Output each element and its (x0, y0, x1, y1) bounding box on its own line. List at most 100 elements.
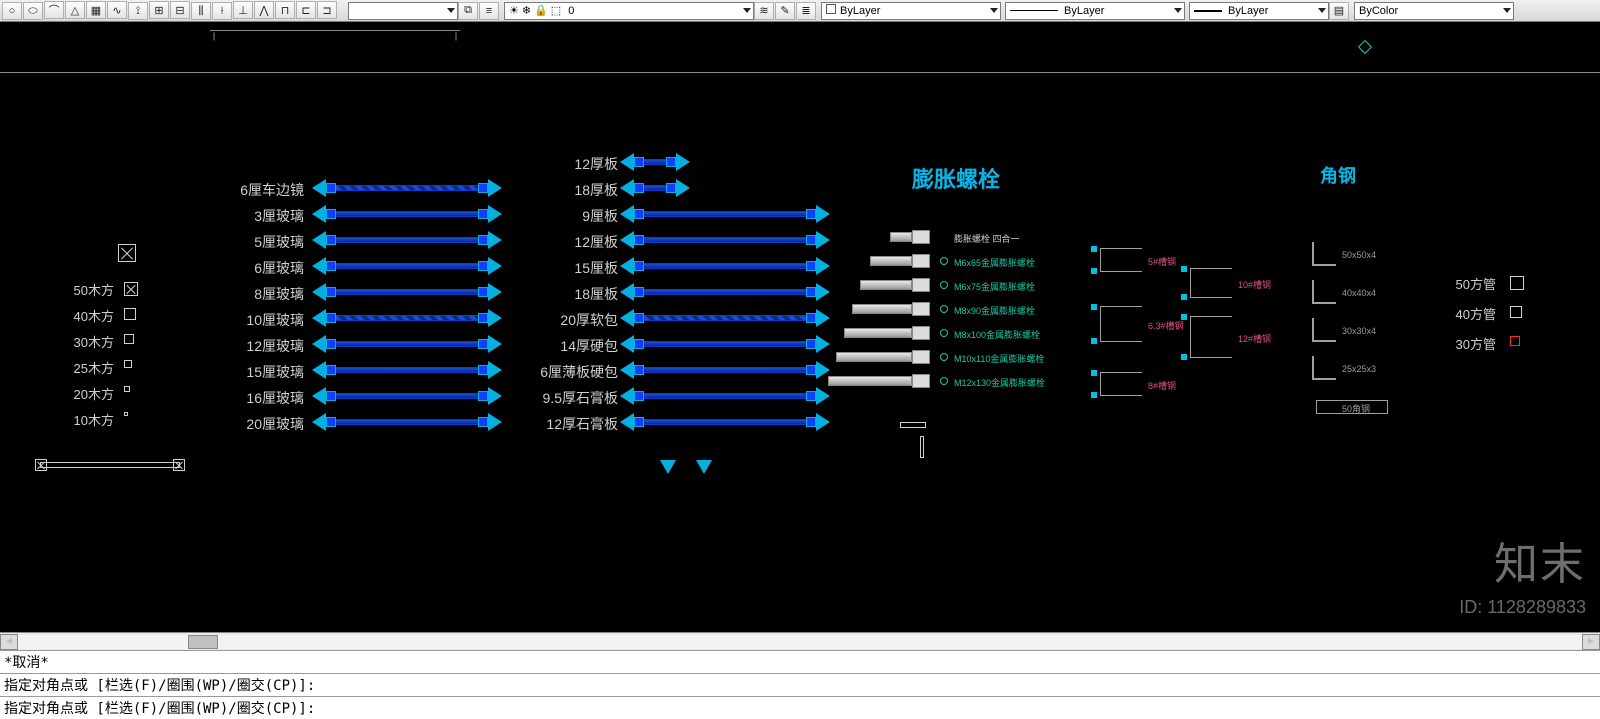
draw-tool-0[interactable]: ○ (2, 2, 22, 20)
layer-side-button-1[interactable]: ✎ (775, 2, 795, 20)
board-label: 6厘薄板硬包 (540, 362, 618, 382)
linetype-dropdown[interactable]: ByLayer (1005, 2, 1185, 20)
wood-square (124, 334, 134, 344)
scroll-track[interactable] (18, 635, 1582, 649)
layer-state-icon: 🔒 (534, 4, 548, 17)
draw-tool-10[interactable]: ⟊ (212, 2, 232, 20)
board-label: 9.5厚石膏板 (540, 388, 618, 408)
bolt-label: M6x75金属膨胀螺栓 (954, 280, 1035, 293)
board-label: 12厚板 (540, 154, 618, 174)
draw-tool-9[interactable]: ⫼ (191, 2, 211, 20)
dim-tick (214, 33, 215, 41)
draw-tool-13[interactable]: ⊓ (275, 1, 295, 19)
bolt-small-2 (920, 436, 924, 458)
lineweight-label: ByLayer (1228, 5, 1268, 17)
wood-label: 10木方 (54, 410, 114, 429)
channel-glyph (1100, 372, 1142, 396)
glass-label: 16厘玻璃 (214, 388, 304, 408)
tube-label: 50方管 (1436, 274, 1496, 293)
draw-tool-3[interactable]: △ (65, 1, 85, 19)
board-label: 14厚硬包 (540, 336, 618, 356)
draw-tool-7[interactable]: ⊞ (149, 1, 169, 19)
scroll-left-button[interactable]: ◄ (0, 634, 18, 650)
angle-rect (1316, 400, 1388, 414)
material-arrow (312, 260, 502, 272)
bolt-small-1 (900, 422, 926, 428)
wood-square (124, 282, 138, 296)
bolt-label: M8x100金属膨胀螺栓 (954, 328, 1040, 341)
bolt-glyph (852, 304, 930, 314)
draw-tool-4[interactable]: ▦ (86, 1, 106, 19)
lineweight-dropdown[interactable]: ByLayer (1189, 2, 1329, 20)
channel-glyph (1100, 306, 1142, 342)
bolt-label: M8x90金属膨胀螺栓 (954, 304, 1035, 317)
plotstyle-dropdown[interactable]: ByColor (1354, 2, 1514, 20)
horizontal-scrollbar[interactable]: ◄ ► (0, 632, 1600, 650)
lw-toggle[interactable]: ▤ (1329, 2, 1349, 20)
draw-tool-5[interactable]: ∿ (107, 1, 127, 19)
wood-square (124, 360, 132, 368)
board-label: 12厘板 (540, 232, 618, 252)
bolt-label: M10x110金属膨胀螺栓 (954, 352, 1044, 365)
layer-dropdown[interactable]: ☀❄🔒⬚0 (504, 2, 754, 20)
draw-tool-6[interactable]: ⟟ (128, 2, 148, 20)
draw-tool-11[interactable]: ⊥ (233, 1, 253, 19)
glass-label: 10厘玻璃 (214, 310, 304, 330)
layer-state-icon: ❄ (522, 4, 531, 17)
ring-icon (940, 305, 948, 313)
down-arrow-icon (696, 460, 712, 474)
material-arrow (312, 312, 502, 324)
wood-label: 30木方 (54, 332, 114, 351)
scroll-right-button[interactable]: ► (1582, 634, 1600, 650)
layer-tool-1[interactable]: ⧉ (458, 2, 478, 20)
material-arrow (620, 234, 830, 246)
bolt-glyph (860, 280, 930, 290)
layer-side-button-0[interactable]: ≋ (754, 2, 774, 20)
color-dropdown[interactable]: ByLayer (821, 2, 1001, 20)
board-label: 15厘板 (540, 258, 618, 278)
plotstyle-label: ByColor (1359, 5, 1398, 17)
wood-label: 20木方 (54, 384, 114, 403)
wood-square (124, 412, 128, 416)
board-label: 12厚石膏板 (540, 414, 618, 434)
color-label: ByLayer (840, 5, 880, 17)
watermark-brand: 知末 (1494, 528, 1586, 592)
wood-square-large (118, 244, 136, 262)
draw-tool-1[interactable]: ⬭ (23, 2, 43, 20)
drawing-canvas[interactable]: 50木方40木方30木方25木方20木方10木方 6厘车边镜3厘玻璃5厘玻璃6厘… (0, 22, 1600, 632)
material-arrow (312, 338, 502, 350)
glass-label: 12厘玻璃 (214, 336, 304, 356)
channel-label: 5#槽钢 (1148, 255, 1176, 268)
layer-side-button-2[interactable]: ≣ (796, 2, 816, 20)
material-arrow (312, 390, 502, 402)
bolt-label: 膨胀螺栓 四合一 (954, 232, 1020, 245)
wood-square (124, 308, 136, 320)
bolt-glyph (828, 376, 930, 386)
bolt-glyph (870, 256, 930, 266)
material-arrow (620, 208, 830, 220)
command-line-2[interactable]: 指定对角点或 [栏选(F)/圈围(WP)/圈交(CP)]: (0, 673, 1600, 696)
draw-tool-15[interactable]: ⊐ (317, 1, 337, 19)
ring-icon (940, 281, 948, 289)
material-arrow (620, 338, 830, 350)
draw-tool-2[interactable]: ⌒ (44, 1, 64, 19)
draw-tool-14[interactable]: ⊏ (296, 1, 316, 19)
tube-label: 30方管 (1436, 334, 1496, 353)
layer-tool-2[interactable]: ≡ (479, 2, 499, 20)
unnamed-dropdown-1[interactable] (348, 2, 458, 20)
glass-label: 8厘玻璃 (214, 284, 304, 304)
heading-bolts: 膨胀螺栓 (912, 162, 1000, 194)
command-line-3[interactable]: 指定对角点或 [栏选(F)/圈围(WP)/圈交(CP)]: (0, 696, 1600, 719)
draw-tool-12[interactable]: ⋀ (254, 1, 274, 19)
tube-square (1510, 276, 1524, 290)
command-line-1: *取消* (0, 650, 1600, 673)
draw-tool-8[interactable]: ⊟ (170, 1, 190, 19)
bolt-label: M12x130金属膨胀螺栓 (954, 376, 1045, 389)
bolt-glyph (890, 232, 930, 242)
angle-label: 25x25x3 (1342, 364, 1376, 374)
ucs-marker (1358, 40, 1372, 54)
tube-square (1510, 306, 1522, 318)
wood-label: 50木方 (54, 280, 114, 299)
watermark-id: ID: 1128289833 (1459, 597, 1586, 618)
scroll-thumb[interactable] (188, 635, 218, 649)
